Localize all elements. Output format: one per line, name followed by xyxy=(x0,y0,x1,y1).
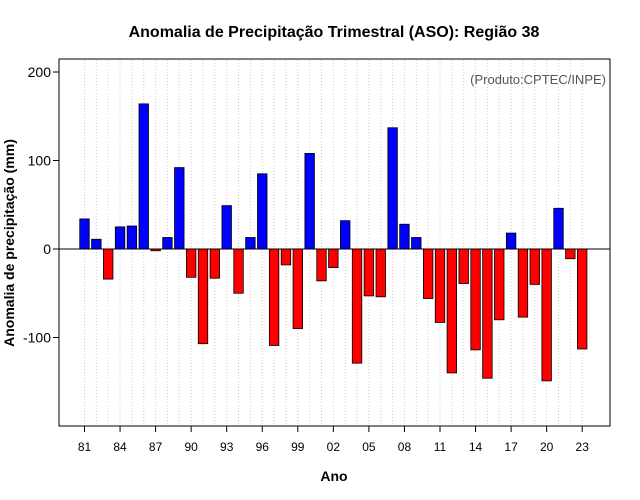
bar-2014 xyxy=(470,248,481,351)
bar-2012 xyxy=(446,248,458,374)
bar-2016 xyxy=(494,248,505,321)
x-tick-label: 96 xyxy=(256,440,270,454)
x-tick-label: 99 xyxy=(291,440,305,454)
bar-1994 xyxy=(233,248,244,294)
x-tick-label: 08 xyxy=(398,440,412,454)
x-tick-label: 81 xyxy=(78,440,92,454)
bar-2008 xyxy=(399,223,410,250)
bar-1986 xyxy=(138,103,149,250)
bar-2010 xyxy=(422,248,434,299)
bar-2004 xyxy=(351,248,363,364)
bar-1985 xyxy=(126,225,138,250)
bar-2013 xyxy=(458,248,469,284)
bar-2000 xyxy=(304,153,315,250)
y-axis: -100 0 100 200 xyxy=(23,64,59,346)
bar-1996 xyxy=(257,173,268,250)
bar-2009 xyxy=(411,237,422,250)
bar-1981 xyxy=(79,218,90,250)
plot-frame xyxy=(58,58,611,427)
x-tick-label: 93 xyxy=(220,440,234,454)
x-tick-label: 02 xyxy=(327,440,341,454)
x-tick-label: 23 xyxy=(576,440,590,454)
chart-title: Anomalia de Precipitação Trimestral (ASO… xyxy=(129,24,540,41)
bar-1995 xyxy=(245,237,256,250)
x-axis-label: Ano xyxy=(320,468,347,484)
bar-2011 xyxy=(434,248,446,323)
bar-2018 xyxy=(517,248,529,318)
bar-2001 xyxy=(316,248,327,282)
bar-2021 xyxy=(553,207,564,250)
bar-2005 xyxy=(363,248,375,297)
credit-text: (Produto:CPTEC/INPE) xyxy=(470,72,606,87)
bar-1984 xyxy=(114,226,126,250)
x-tick-label: 11 xyxy=(434,440,447,454)
bar-2003 xyxy=(340,220,351,250)
bar-2007 xyxy=(387,127,398,250)
bar-1982 xyxy=(91,238,102,250)
bar-2015 xyxy=(482,248,493,379)
bar-1997 xyxy=(268,248,280,346)
bar-2017 xyxy=(505,232,517,250)
x-tick-label: 90 xyxy=(184,440,198,454)
bar-1988 xyxy=(162,237,173,250)
x-tick-label: 05 xyxy=(362,440,376,454)
x-tick-label: 87 xyxy=(149,440,163,454)
x-tick-label: 84 xyxy=(113,440,127,454)
bar-2006 xyxy=(375,248,386,298)
bar-2020 xyxy=(541,248,552,382)
bar-1989 xyxy=(174,167,185,250)
bar-1983 xyxy=(103,248,114,280)
bar-2019 xyxy=(529,248,540,285)
bar-1998 xyxy=(280,248,292,266)
y-tick-label: 0 xyxy=(43,241,51,257)
bar-1993 xyxy=(221,205,232,250)
y-tick-label: 200 xyxy=(28,64,52,80)
x-tick-label: 14 xyxy=(469,440,483,454)
bar-1999 xyxy=(292,248,303,330)
bar-2002 xyxy=(328,248,339,268)
bar-1991 xyxy=(197,248,209,345)
bars xyxy=(79,103,588,382)
bar-2022 xyxy=(565,248,576,260)
x-axis: 81 84 87 90 93 96 99 02 05 08 11 14 17 20 23 xyxy=(78,426,589,454)
bar-1990 xyxy=(185,248,197,278)
bar-2023 xyxy=(577,248,588,350)
y-axis-label: Anomalia de precipitação (mm) xyxy=(1,139,17,347)
x-tick-label: 17 xyxy=(504,440,518,454)
y-tick-label: 100 xyxy=(28,153,52,169)
vertical-grid xyxy=(84,60,583,425)
y-tick-label: -100 xyxy=(23,330,51,346)
x-tick-label: 20 xyxy=(540,440,554,454)
bar-1992 xyxy=(209,248,221,279)
